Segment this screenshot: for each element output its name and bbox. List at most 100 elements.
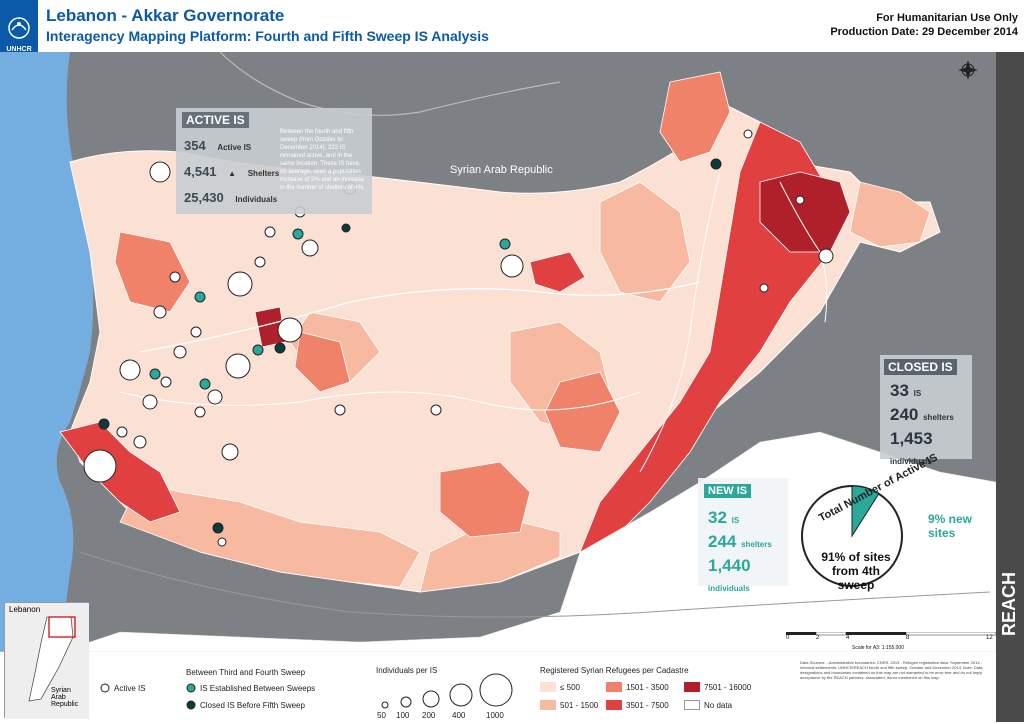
active-is-unit: Active IS [217, 143, 252, 152]
new-shelters-count: 244 [708, 532, 737, 551]
unhcr-emblem-icon [8, 17, 30, 39]
new-shelters-unit: shelters [741, 540, 772, 549]
legend-class-6: No data [704, 701, 733, 710]
active-is-description: Between the fourth and fifth sweep (from… [280, 129, 365, 191]
closed-is-count: 33 [890, 381, 909, 400]
legend-size-100: 100 [396, 711, 410, 720]
road-south [79, 551, 991, 618]
legend: Active IS Between Third and Fourth Sweep… [90, 656, 796, 722]
road-2 [139, 281, 701, 353]
scale-label-2: 4 [846, 635, 850, 641]
new-is-count: 32 [708, 508, 727, 527]
cadastre-medium-1 [119, 481, 421, 588]
closed-individuals-count: 1,453 [890, 429, 933, 448]
legend-size-200: 200 [422, 711, 436, 720]
closed-shelters-unit: shelters [923, 413, 954, 422]
legend-swatch-6 [684, 700, 700, 710]
pie-old-label: 91% of sites from 4th sweep [821, 550, 891, 592]
pie-new-label: 9% new sites [928, 512, 973, 540]
active-is-count-row: 354 Active IS [184, 138, 251, 153]
active-is-count: 354 [184, 138, 206, 153]
legend-sweep-heading: Between Third and Fourth Sweep [186, 668, 306, 677]
north-arrow-icon [958, 60, 978, 80]
new-is-heading: NEW IS [704, 484, 752, 498]
closed-is-row: 33 IS [890, 381, 921, 401]
unhcr-logo-text: UNHCR [6, 46, 32, 53]
new-individuals-unit: individuals [708, 584, 750, 593]
closed-individuals-row: 1,453 individuals [890, 429, 972, 469]
page-subtitle: Interagency Mapping Platform: Fourth and… [46, 28, 489, 44]
shelter-icon: ▲ [228, 169, 237, 178]
cadastre-medium-5 [849, 181, 931, 248]
legend-size-1000: 1000 [486, 711, 504, 720]
closed-is-unit: IS [913, 389, 922, 398]
scale-text: Scale for A3: 1:155,000 [852, 645, 904, 651]
active-individuals-count: 25,430 [184, 190, 224, 205]
inset-lebanon-label: Lebanon [9, 605, 41, 614]
legend-class-1: ≤ 500 [560, 683, 580, 692]
established-is-symbols [149, 228, 511, 390]
legend-active-is: Active IS [114, 684, 146, 693]
legend-swatch-5 [684, 682, 700, 692]
mediterranean-sea [0, 52, 94, 652]
active-is-panel: ACTIVE IS 354 Active IS 4,541 ▲ Shelters… [176, 108, 372, 214]
legend-class-2: 501 - 1500 [560, 701, 599, 710]
legend-swatch-3 [606, 682, 622, 692]
cadastre-red-2 [529, 251, 586, 293]
page-title: Lebanon - Akkar Governorate [46, 6, 285, 25]
cadastre-orange-5 [294, 331, 351, 393]
closed-individuals-unit: individuals [890, 457, 932, 466]
legend-established: IS Established Between Sweeps [200, 684, 316, 693]
humanitarian-use-label: For Humanitarian Use Only [876, 12, 1018, 24]
individuals-unit: Individuals [235, 195, 278, 204]
closed-shelters-row: 240 shelters [890, 405, 954, 425]
legend-size-400: 400 [452, 711, 466, 720]
legend-closed: Closed IS Before Fifth Sweep [200, 701, 305, 710]
scale-bar: 0 2 4 8 12 Scale for A3: 1:155,000 [786, 632, 996, 652]
cadastre-darkred-2 [254, 306, 286, 348]
reach-side-bar: REACH [996, 52, 1024, 722]
active-shelters-count: 4,541 [184, 164, 217, 179]
inset-syria-label: Syrian Arab Republic [51, 687, 79, 708]
inset-map-graphic [5, 603, 89, 719]
closed-is-panel: CLOSED IS 33 IS 240 shelters 1,453 indiv… [880, 355, 972, 466]
legend-class-5: 7501 - 16000 [704, 683, 752, 692]
active-shelters-unit: Shelters [247, 169, 280, 178]
closed-shelters-count: 240 [890, 405, 919, 424]
new-individuals-row: 1,440 individuals [708, 556, 788, 596]
cadastre-darkred-1 [759, 171, 851, 253]
cadastre-orange-4 [544, 371, 621, 453]
active-is-pie [801, 485, 903, 587]
pie-new-slice [851, 485, 880, 538]
legend-class-3: 1501 - 3500 [626, 683, 669, 692]
cadastre-orange-2 [439, 461, 531, 538]
scale-label-1: 2 [816, 635, 820, 641]
legend-swatch-2 [540, 700, 556, 710]
closed-is-heading: CLOSED IS [884, 359, 957, 375]
road-4 [639, 171, 721, 473]
new-is-panel: NEW IS 32 IS 244 shelters 1,440 individu… [698, 478, 788, 593]
production-date: Production Date: 29 December 2014 [830, 26, 1018, 38]
road-3 [119, 391, 641, 411]
active-is-symbols [83, 129, 834, 547]
scale-label-4: 12 [986, 635, 993, 641]
main-map[interactable]: Syrian Arab Republic ACTIVE IS 354 Activ… [0, 52, 996, 652]
legend-class-4: 3501 - 7500 [626, 701, 669, 710]
closed-is-symbols [98, 158, 722, 534]
legend-swatch-1 [540, 682, 556, 692]
new-is-row: 32 IS [708, 508, 739, 528]
cadastre-orange-1 [659, 71, 731, 163]
scale-label-0: 0 [786, 635, 790, 641]
scale-label-3: 8 [906, 635, 910, 641]
active-individuals-row: 25,430 Individuals [184, 190, 277, 205]
scale-bar-graphic [786, 632, 996, 636]
legend-individuals-heading: Individuals per IS [376, 666, 438, 675]
legend-size-50: 50 [377, 711, 386, 720]
active-is-heading: ACTIVE IS [182, 112, 249, 128]
inset-extent-box [48, 616, 76, 638]
legend-refugees-heading: Registered Syrian Refugees per Cadastre [540, 666, 689, 675]
inset-map: Lebanon Syrian Arab Republic [4, 602, 89, 719]
road-1 [219, 52, 561, 116]
new-individuals-count: 1,440 [708, 556, 751, 575]
syria-map-label: Syrian Arab Republic [450, 164, 553, 176]
